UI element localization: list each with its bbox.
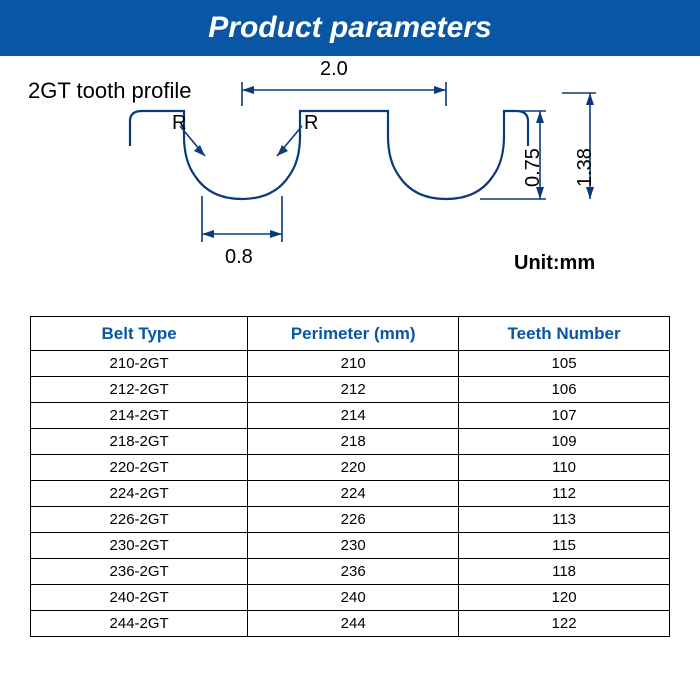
table-cell: 240 <box>248 585 459 611</box>
table-cell: 109 <box>459 429 670 455</box>
table-cell: 212-2GT <box>31 377 248 403</box>
table-row: 220-2GT220110 <box>31 455 670 481</box>
header-teeth: Teeth Number <box>459 317 670 351</box>
table-cell: 210 <box>248 351 459 377</box>
table-cell: 224-2GT <box>31 481 248 507</box>
title-bar: Product parameters <box>0 0 700 56</box>
table-cell: 224 <box>248 481 459 507</box>
table-row: 230-2GT230115 <box>31 533 670 559</box>
table-cell: 214 <box>248 403 459 429</box>
table-cell: 218-2GT <box>31 429 248 455</box>
unit-label: Unit:mm <box>514 252 595 275</box>
page-title: Product parameters <box>208 11 491 45</box>
table-cell: 226 <box>248 507 459 533</box>
header-belt-type: Belt Type <box>31 317 248 351</box>
spec-table-wrap: Belt Type Perimeter (mm) Teeth Number 21… <box>0 316 700 637</box>
table-cell: 107 <box>459 403 670 429</box>
label-total-depth: 1.38 <box>574 148 597 187</box>
table-row: 226-2GT226113 <box>31 507 670 533</box>
table-cell: 218 <box>248 429 459 455</box>
header-perimeter: Perimeter (mm) <box>248 317 459 351</box>
table-cell: 112 <box>459 481 670 507</box>
table-cell: 120 <box>459 585 670 611</box>
label-radius-right: R <box>304 112 318 135</box>
spec-table: Belt Type Perimeter (mm) Teeth Number 21… <box>30 316 670 637</box>
dim-tooth-width <box>202 196 282 242</box>
table-cell: 230 <box>248 533 459 559</box>
table-row: 214-2GT214107 <box>31 403 670 429</box>
label-pitch: 2.0 <box>320 58 348 81</box>
table-cell: 105 <box>459 351 670 377</box>
dim-pitch <box>242 82 446 106</box>
table-cell: 214-2GT <box>31 403 248 429</box>
table-cell: 240-2GT <box>31 585 248 611</box>
table-row: 240-2GT240120 <box>31 585 670 611</box>
table-cell: 212 <box>248 377 459 403</box>
profile-outline <box>130 111 528 199</box>
table-cell: 122 <box>459 611 670 637</box>
table-row: 212-2GT212106 <box>31 377 670 403</box>
table-cell: 236 <box>248 559 459 585</box>
table-row: 210-2GT210105 <box>31 351 670 377</box>
label-radius-left: R <box>172 112 186 135</box>
diagram-area: 2GT tooth profile <box>0 56 700 316</box>
table-cell: 226-2GT <box>31 507 248 533</box>
table-row: 224-2GT224112 <box>31 481 670 507</box>
table-cell: 220-2GT <box>31 455 248 481</box>
label-tooth-depth: 0.75 <box>522 148 545 187</box>
tooth-profile-svg <box>110 66 550 286</box>
table-row: 236-2GT236118 <box>31 559 670 585</box>
table-cell: 210-2GT <box>31 351 248 377</box>
table-cell: 236-2GT <box>31 559 248 585</box>
table-cell: 106 <box>459 377 670 403</box>
table-row: 244-2GT244122 <box>31 611 670 637</box>
table-row: 218-2GT218109 <box>31 429 670 455</box>
table-header-row: Belt Type Perimeter (mm) Teeth Number <box>31 317 670 351</box>
table-cell: 118 <box>459 559 670 585</box>
table-cell: 110 <box>459 455 670 481</box>
table-cell: 244-2GT <box>31 611 248 637</box>
table-cell: 113 <box>459 507 670 533</box>
table-cell: 115 <box>459 533 670 559</box>
table-cell: 244 <box>248 611 459 637</box>
label-tooth-width: 0.8 <box>225 246 253 269</box>
table-cell: 220 <box>248 455 459 481</box>
table-body: 210-2GT210105212-2GT212106214-2GT2141072… <box>31 351 670 637</box>
table-cell: 230-2GT <box>31 533 248 559</box>
